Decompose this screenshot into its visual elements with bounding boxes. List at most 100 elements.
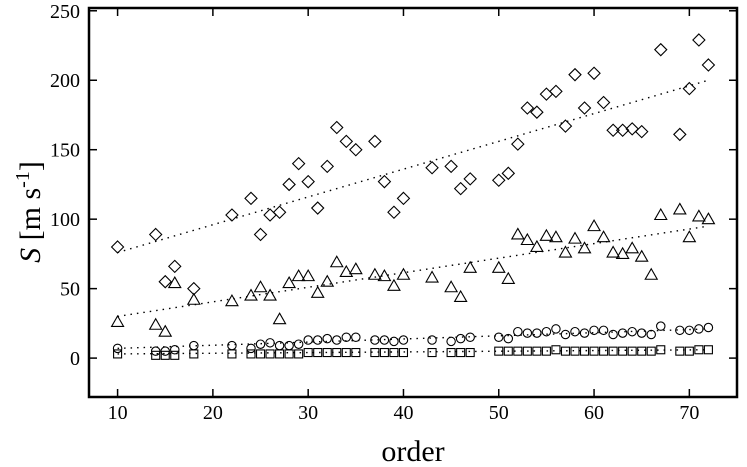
trend-lines — [117, 79, 709, 355]
triangle-marker — [320, 274, 335, 287]
triangle-marker — [367, 267, 382, 280]
square-marker — [656, 345, 666, 355]
x-tick-label: 70 — [679, 402, 699, 424]
square-marker — [246, 349, 256, 359]
square-marker — [465, 347, 475, 358]
circle-marker — [227, 340, 237, 351]
circle-marker — [351, 332, 361, 343]
circle-marker — [379, 335, 390, 345]
circle-marker — [503, 333, 514, 344]
x-tick-label: 30 — [298, 402, 318, 424]
triangle-marker — [577, 241, 592, 254]
square-marker — [170, 350, 180, 360]
square-marker — [541, 346, 551, 356]
circle-marker — [398, 335, 409, 345]
diamond-marker — [520, 101, 535, 115]
square-marker — [579, 346, 590, 356]
square-marker — [341, 347, 351, 358]
diamond-marker — [320, 159, 335, 174]
circle-marker — [675, 325, 685, 336]
circle-marker — [465, 332, 475, 343]
triangle-marker — [444, 280, 459, 293]
square-marker — [599, 346, 609, 356]
triangle-marker — [310, 285, 325, 298]
circle-marker — [170, 345, 180, 355]
square-marker — [522, 346, 532, 356]
circle-marker — [494, 332, 504, 343]
y-axis-symbol: S — [14, 248, 47, 263]
circle-marker — [284, 340, 294, 351]
x-tick-label: 50 — [489, 402, 509, 424]
square-marker — [675, 346, 685, 356]
axes: 10 20 30 40 50 60 70 0 50 100 150 200 250 — [50, 1, 737, 424]
circle-marker — [293, 339, 304, 349]
square-marker — [513, 346, 523, 356]
circle-marker — [608, 329, 618, 340]
diamond-marker — [463, 172, 477, 186]
square-marker — [427, 347, 437, 358]
circle-marker — [541, 326, 552, 337]
circle-marker — [112, 343, 123, 354]
triangle-marker — [425, 270, 440, 283]
x-tick-label: 20 — [203, 402, 223, 424]
plot-frame — [87, 6, 739, 399]
diamond-marker — [453, 181, 468, 196]
diamond-marker — [244, 191, 258, 206]
diamond-marker — [225, 208, 239, 222]
triangle-marker — [167, 275, 182, 289]
diamond-marker — [653, 42, 668, 57]
diamond-marker — [368, 134, 382, 149]
data-markers — [110, 33, 716, 360]
triangle-marker — [491, 260, 506, 273]
y-axis-unit-exponent: -1 — [12, 171, 34, 188]
diamond-marker — [301, 174, 315, 189]
square-marker — [322, 347, 332, 358]
circle-marker — [627, 326, 637, 337]
diamond-marker — [625, 122, 639, 136]
diamond-marker — [396, 191, 411, 206]
triangle-marker — [520, 232, 535, 246]
square-marker — [389, 347, 399, 358]
triangle-marker — [396, 267, 411, 280]
circle-marker — [656, 321, 666, 331]
square-marker — [551, 345, 561, 355]
triangle-marker — [186, 292, 201, 305]
circle-marker — [598, 325, 609, 336]
triangle-marker — [634, 249, 649, 262]
diamond-marker — [501, 166, 516, 181]
triangle-marker — [596, 230, 611, 243]
square-marker — [503, 346, 513, 356]
triangle-marker — [263, 288, 278, 301]
triangle-marker — [453, 289, 468, 303]
diamond-marker — [606, 123, 620, 138]
triangle-marker — [568, 231, 582, 244]
triangle-marker — [606, 245, 621, 258]
triangle-marker — [539, 228, 554, 241]
circle-marker — [332, 335, 342, 345]
circle-marker — [312, 335, 323, 345]
triangle-marker — [529, 239, 544, 253]
square-marker — [570, 346, 580, 356]
diamond-marker — [310, 201, 325, 215]
triangle-marker — [148, 317, 163, 330]
square-marker — [113, 349, 123, 359]
diamond-marker — [425, 160, 439, 175]
triangle-marker — [691, 209, 706, 222]
circle-marker — [646, 329, 656, 340]
triangle-marker — [386, 278, 401, 291]
x-tick-label: 60 — [584, 402, 604, 424]
diamond-marker — [577, 101, 592, 115]
square-trend-line — [117, 349, 709, 355]
triangle-marker — [158, 324, 173, 337]
diamond-marker — [558, 119, 573, 133]
diamond-marker — [291, 156, 306, 171]
y-axis-title: S [m s-1] — [12, 161, 47, 263]
triangle-marker — [348, 262, 363, 275]
square-marker — [160, 350, 170, 360]
diamond-marker — [444, 159, 458, 174]
triangle-marker — [224, 294, 239, 307]
circle-marker — [303, 335, 313, 345]
diamond-marker — [349, 142, 363, 157]
circle-marker — [389, 336, 399, 347]
circle-marker — [589, 325, 599, 336]
